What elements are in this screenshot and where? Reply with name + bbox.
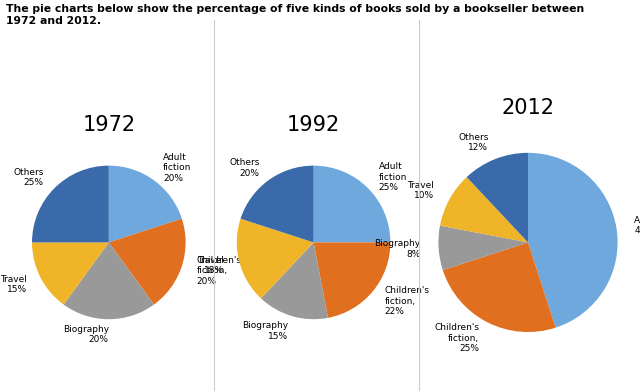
Wedge shape [314, 242, 390, 318]
Wedge shape [443, 242, 556, 332]
Text: Adult fiction
45%: Adult fiction 45% [634, 216, 640, 235]
Text: Others
25%: Others 25% [13, 168, 44, 187]
Wedge shape [109, 219, 186, 305]
Wedge shape [438, 226, 528, 270]
Text: The pie charts below show the percentage of five kinds of books sold by a bookse: The pie charts below show the percentage… [6, 4, 585, 25]
Wedge shape [109, 166, 182, 242]
Text: Travel
15%: Travel 15% [0, 274, 27, 294]
Wedge shape [32, 242, 109, 305]
Text: Travel
18%: Travel 18% [198, 256, 225, 275]
Text: Children's
fiction,
25%: Children's fiction, 25% [434, 323, 479, 353]
Text: Adult
fiction
25%: Adult fiction 25% [379, 162, 407, 192]
Text: Others
20%: Others 20% [229, 158, 259, 178]
Text: Travel
10%: Travel 10% [407, 181, 434, 200]
Title: 1972: 1972 [82, 115, 136, 135]
Wedge shape [440, 177, 528, 242]
Wedge shape [528, 153, 618, 328]
Text: Biography
15%: Biography 15% [242, 321, 288, 341]
Text: Others
12%: Others 12% [458, 133, 488, 152]
Wedge shape [467, 153, 528, 242]
Title: 1992: 1992 [287, 115, 340, 135]
Wedge shape [314, 166, 390, 242]
Wedge shape [63, 242, 154, 319]
Wedge shape [32, 166, 109, 242]
Wedge shape [237, 219, 314, 298]
Title: 2012: 2012 [502, 98, 554, 118]
Text: Children's
fiction,
20%: Children's fiction, 20% [196, 256, 241, 286]
Text: Children's
fiction,
22%: Children's fiction, 22% [385, 286, 429, 316]
Text: Biography
20%: Biography 20% [63, 325, 109, 344]
Text: Biography
8%: Biography 8% [374, 239, 420, 259]
Wedge shape [241, 166, 314, 242]
Wedge shape [261, 242, 328, 319]
Text: Adult
fiction
20%: Adult fiction 20% [163, 153, 191, 183]
